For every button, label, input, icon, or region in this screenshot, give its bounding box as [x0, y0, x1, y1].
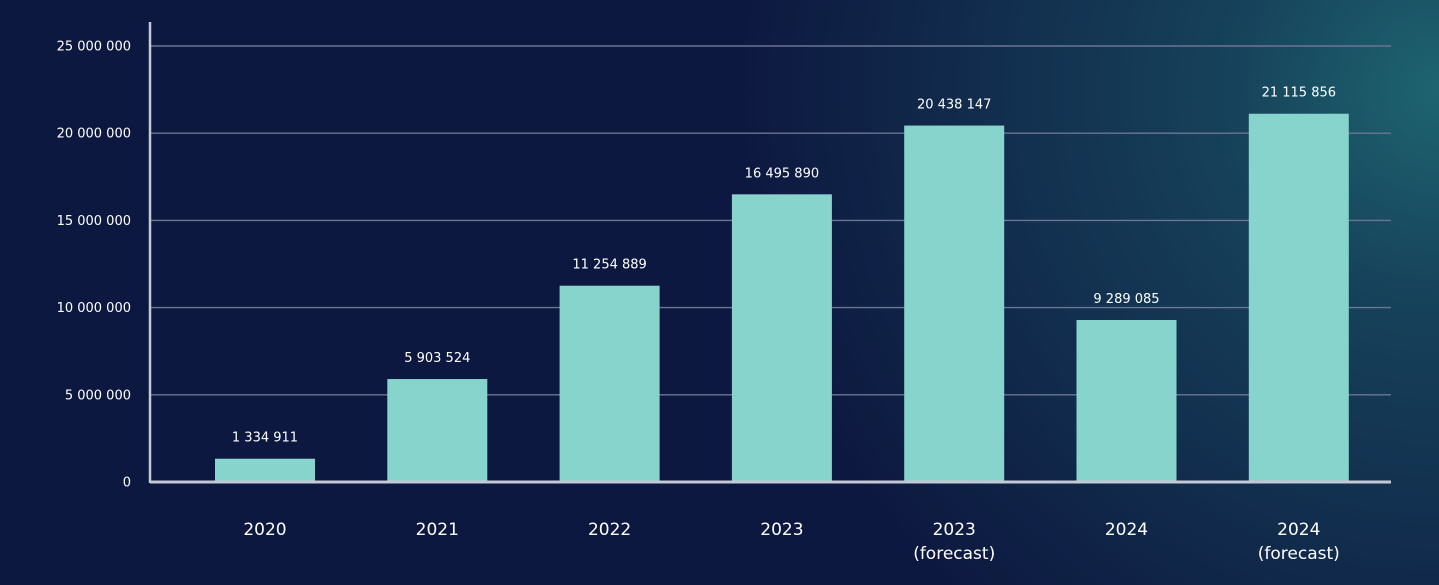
bar: [904, 125, 1005, 482]
data-label: 21 115 856: [1262, 86, 1336, 101]
x-tick-label: 2023: [933, 520, 976, 540]
bars: [215, 113, 1349, 482]
x-tick-label: 2024: [1105, 520, 1148, 540]
y-tick-label: 25 000 000: [57, 40, 131, 55]
data-label: 16 495 890: [745, 166, 819, 181]
x-tick-label: (forecast): [1258, 544, 1340, 564]
bar: [215, 458, 315, 482]
y-tick-label: 15 000 000: [57, 214, 131, 229]
y-axis-ticks: 0 5 000 000 10 000 000 15 000 000 20 000 000…: [57, 40, 131, 491]
x-tick-label: (forecast): [913, 544, 995, 564]
x-tick-label: 2024: [1277, 520, 1320, 540]
axes: [148, 22, 1391, 484]
bar: [1248, 113, 1349, 482]
data-labels: 1 334 911 5 903 524 11 254 889 16 495 890 20…: [232, 86, 1336, 446]
x-tick-label: 2022: [588, 520, 631, 540]
data-label: 9 289 085: [1093, 292, 1159, 307]
data-label: 5 903 524: [404, 351, 470, 366]
data-label: 20 438 147: [917, 98, 991, 113]
y-tick-label: 10 000 000: [57, 301, 131, 316]
x-tick-label: 2020: [243, 520, 286, 540]
bar: [559, 285, 660, 482]
x-tick-label: 2021: [416, 520, 459, 540]
bar: [387, 379, 488, 482]
y-tick-label: 5 000 000: [65, 388, 131, 403]
y-tick-label: 20 000 000: [57, 127, 131, 142]
x-axis-ticks: 2020 2021 2022 2023 2023 (forecast) 2024 2024 (f…: [243, 520, 1339, 564]
data-label: 1 334 911: [232, 431, 298, 446]
data-label: 11 254 889: [572, 258, 646, 273]
x-tick-label: 2023: [760, 520, 803, 540]
y-tick-label: 0: [123, 476, 131, 491]
bar: [1076, 319, 1177, 482]
bar: [731, 194, 832, 482]
